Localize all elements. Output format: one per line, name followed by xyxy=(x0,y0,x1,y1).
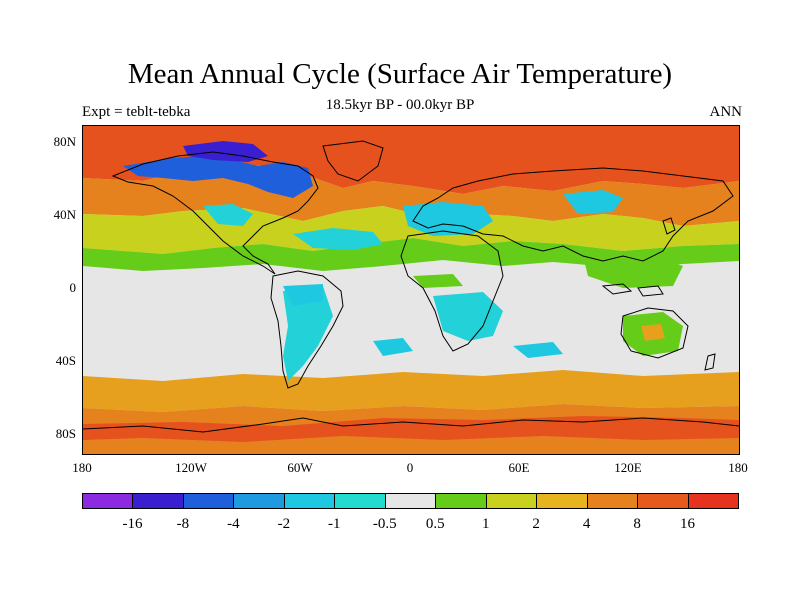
south-america-coast xyxy=(270,270,344,389)
colorbar-label: 2 xyxy=(532,516,540,532)
coastlines xyxy=(83,140,739,433)
lon-label-0: 0 xyxy=(406,460,414,475)
colorbar-label: 0.5 xyxy=(425,516,445,532)
lat-label-80s: 80S xyxy=(55,426,76,441)
atlantic-cyan-region xyxy=(293,228,383,250)
colorbar xyxy=(82,493,739,509)
colorbar-box xyxy=(132,493,184,509)
europe-cyan-region xyxy=(403,202,493,236)
new-zealand-coast xyxy=(704,353,716,371)
lat-label-40n: 40N xyxy=(53,207,76,222)
experiment-label: Expt = teblt-tebka xyxy=(82,104,191,120)
lon-label-180e: 180 xyxy=(728,460,748,475)
colorbar-box xyxy=(283,493,336,509)
colorbar-box xyxy=(586,493,639,509)
southern-ocean-region xyxy=(83,370,739,412)
colorbar-box xyxy=(233,493,285,509)
australia-coast xyxy=(620,307,689,359)
season-label: ANN xyxy=(709,104,743,120)
lon-label-120w: 120W xyxy=(175,460,207,475)
colorbar-label: -16 xyxy=(122,516,143,532)
south-america-cooling-region xyxy=(283,286,333,381)
colorbar-box xyxy=(687,493,739,509)
antarctic-warming-region xyxy=(83,416,739,442)
africa-coast xyxy=(400,230,504,352)
colorbar-label: 8 xyxy=(633,516,641,532)
colorbar-label: 1 xyxy=(481,516,490,532)
na-cyan-region xyxy=(203,204,253,226)
colorbar-box xyxy=(485,493,538,509)
greenland-coast xyxy=(322,140,384,182)
colorbar-label: 16 xyxy=(680,516,696,532)
pacific-cyan-region xyxy=(283,284,323,306)
lat-label-40s: 40S xyxy=(55,353,76,368)
colorbar-label: -0.5 xyxy=(372,516,397,532)
colorbar-box xyxy=(536,493,588,509)
asia-cyan-region xyxy=(563,190,623,214)
temperature-map xyxy=(83,126,739,454)
laurentide-cooling-region xyxy=(123,156,313,198)
indian-ocean-cyan-region xyxy=(513,342,563,358)
indonesia-coast xyxy=(601,283,664,297)
colorbar-box xyxy=(182,493,235,509)
colorbar-label: -4 xyxy=(227,516,240,532)
north-america-coast xyxy=(111,151,319,275)
west-africa-region xyxy=(413,274,463,288)
lon-label-120e: 120E xyxy=(614,460,642,475)
colorbar-box xyxy=(637,493,689,509)
australia-warm-region xyxy=(641,324,665,341)
plot-title: Mean Annual Cycle (Surface Air Temperatu… xyxy=(127,58,673,90)
japan-coast xyxy=(662,217,676,235)
map-panel xyxy=(82,125,740,455)
colorbar-label: 4 xyxy=(582,516,591,532)
arctic-warming-region xyxy=(83,126,739,194)
lat-label-0: 0 xyxy=(69,280,77,295)
lon-label-60e: 60E xyxy=(508,460,530,475)
colorbar-label: -1 xyxy=(328,516,341,532)
antarctica-coast xyxy=(83,417,739,433)
eurasia-coast xyxy=(412,167,734,262)
tropical-margin-region xyxy=(83,238,739,271)
lon-label-60w: 60W xyxy=(287,460,313,475)
colorbar-box xyxy=(334,493,386,509)
colorbar-box xyxy=(435,493,487,509)
lon-label-180w: 180 xyxy=(72,460,92,475)
colorbar-label: -8 xyxy=(176,516,190,532)
africa-cooling-region xyxy=(433,292,503,341)
lat-label-80n: 80N xyxy=(53,134,76,149)
colorbar-label: -2 xyxy=(277,516,291,532)
plot-subtitle: 18.5kyr BP - 00.0kyr BP xyxy=(325,97,475,113)
colorbar-box xyxy=(82,493,134,509)
colorbar-box xyxy=(384,493,437,509)
west-pacific-region xyxy=(583,252,683,288)
south-atlantic-cyan-region xyxy=(373,338,413,356)
